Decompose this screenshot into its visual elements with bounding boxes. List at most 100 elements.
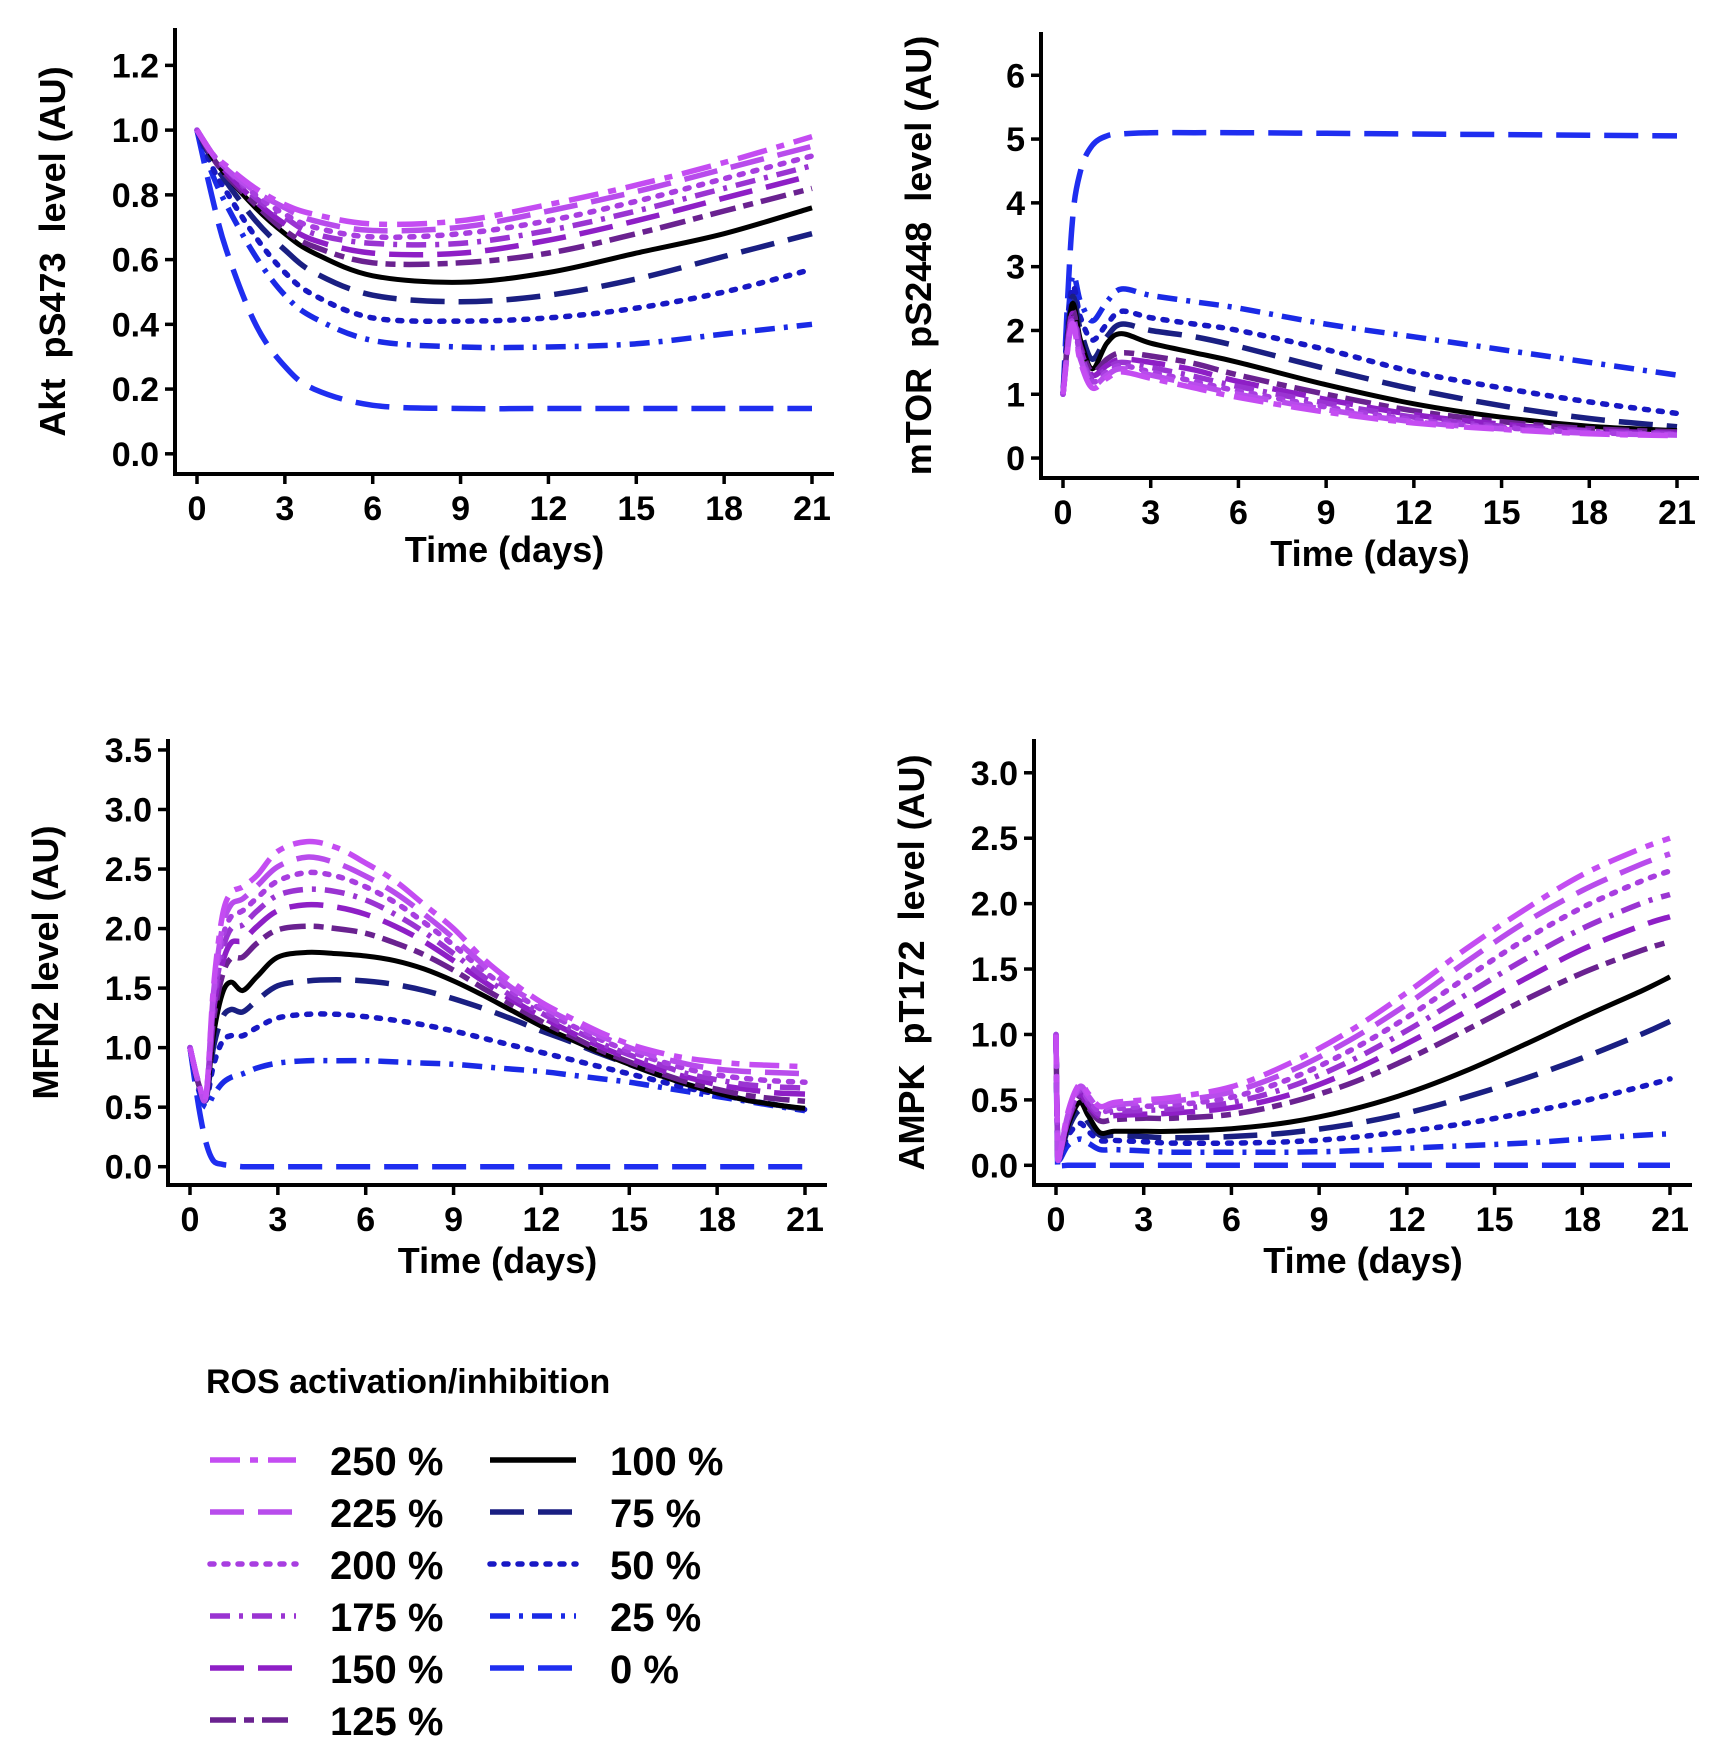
x-tick-label: 0 — [181, 1201, 200, 1239]
series-line-50pct — [187, 1011, 808, 1113]
series-group — [1053, 835, 1673, 1173]
x-tick-label: 6 — [363, 490, 382, 528]
series-line-125pct — [187, 923, 806, 1104]
y-tick-label: 1.0 — [105, 1030, 152, 1068]
legend-title: ROS activation/inhibition — [206, 1363, 610, 1401]
series-line-225pct — [194, 128, 813, 234]
y-tick-label: 3.0 — [971, 755, 1018, 793]
panel-akt: 0.0 0.2 0.4 0.6 0.8 1.0 1.2 0 3 6 9 12 15 18 21 Time (d… — [32, 28, 834, 570]
y-axis-title: Akt pS473 level (AU) — [32, 66, 73, 436]
y-tick-label: 2.5 — [105, 851, 152, 889]
series-group — [1060, 129, 1680, 439]
x-axis-title: Time (days) — [1263, 1240, 1462, 1281]
x-tick-label: 9 — [1317, 494, 1336, 532]
series-line-150pct — [187, 901, 806, 1104]
series-line-250pct — [187, 838, 806, 1104]
x-tick-label: 21 — [793, 490, 831, 528]
x-tick-label: 15 — [1483, 494, 1521, 532]
y-tick-label: 2.0 — [105, 911, 152, 949]
x-tick-label: 3 — [1141, 494, 1160, 532]
y-tick-label: 0.0 — [105, 1149, 152, 1187]
series-line-0pct — [194, 129, 812, 412]
panel-ampk: 0.0 0.5 1.0 1.5 2.0 2.5 3.0 0 3 6 9 12 15 18 21 Time (d… — [891, 739, 1692, 1281]
panel-mfn2: 0.0 0.5 1.0 1.5 2.0 2.5 3.0 3.5 0 3 6 9 12 15 18 21 Time… — [25, 732, 827, 1281]
x-tick-label: 6 — [356, 1201, 375, 1239]
series-line-100pct — [187, 949, 806, 1111]
x-axis-title: Time (days) — [398, 1240, 597, 1281]
series-line-225pct — [1053, 851, 1671, 1164]
x-tick-label: 15 — [1476, 1201, 1514, 1239]
x-tick-label: 21 — [1658, 494, 1696, 532]
series-line-75pct — [194, 128, 813, 305]
legend-label: 250 % — [330, 1440, 443, 1484]
y-tick-label: 0.6 — [112, 242, 159, 280]
x-tick-label: 21 — [786, 1201, 824, 1239]
y-tick-label: 0.5 — [105, 1089, 152, 1127]
legend: ROS activation/inhibition 250 % 225 % 200 … — [206, 1363, 723, 1744]
x-tick-label: 12 — [1388, 1201, 1426, 1239]
y-tick-label: 3 — [1006, 249, 1025, 287]
series-line-200pct — [187, 869, 808, 1104]
y-tick-label: 1.0 — [971, 1016, 1018, 1054]
x-tick-label: 18 — [705, 490, 743, 528]
series-line-125pct — [1053, 938, 1671, 1163]
x-axis-title: Time (days) — [1270, 533, 1469, 574]
x-tick-label: 6 — [1222, 1201, 1241, 1239]
series-line-225pct — [187, 854, 806, 1104]
y-tick-label: 5 — [1006, 121, 1025, 159]
legend-entries: 250 % 225 % 200 % 175 % 150 % 125 % 100 % 75 % 5… — [207, 1440, 723, 1744]
series-group — [194, 127, 815, 412]
series-line-150pct — [1053, 914, 1671, 1163]
x-tick-label: 12 — [1395, 494, 1433, 532]
legend-label: 75 % — [610, 1492, 701, 1536]
series-line-200pct — [194, 127, 815, 240]
x-tick-label: 0 — [1054, 494, 1073, 532]
x-tick-label: 3 — [1134, 1201, 1153, 1239]
x-tick-label: 12 — [530, 490, 568, 528]
y-tick-label: 1 — [1006, 376, 1025, 414]
series-line-250pct — [1060, 321, 1678, 439]
x-tick-label: 21 — [1651, 1201, 1689, 1239]
y-tick-label: 4 — [1006, 185, 1025, 223]
y-axis-title: mTOR pS2448 level (AU) — [898, 36, 939, 476]
y-tick-label: 1.5 — [105, 970, 152, 1008]
x-tick-label: 18 — [1570, 494, 1608, 532]
legend-label: 175 % — [330, 1596, 443, 1640]
series-line-0pct — [1060, 129, 1678, 395]
series-line-50pct — [1053, 1031, 1673, 1162]
x-axis-title: Time (days) — [405, 529, 604, 570]
x-tick-label: 15 — [610, 1201, 648, 1239]
x-tick-label: 0 — [188, 490, 207, 528]
y-tick-label: 0.2 — [112, 371, 159, 409]
y-tick-label: 0.0 — [112, 436, 159, 474]
x-tick-label: 3 — [275, 490, 294, 528]
x-tick-label: 18 — [698, 1201, 736, 1239]
x-tick-label: 9 — [1310, 1201, 1329, 1239]
legend-label: 150 % — [330, 1648, 443, 1692]
y-tick-label: 0.4 — [112, 306, 159, 344]
legend-label: 50 % — [610, 1544, 701, 1588]
y-tick-label: 6 — [1006, 57, 1025, 95]
y-tick-label: 3.5 — [105, 732, 152, 770]
x-tick-label: 0 — [1047, 1201, 1066, 1239]
y-tick-label: 0.8 — [112, 177, 159, 215]
y-axis-title: MFN2 level (AU) — [25, 825, 66, 1099]
series-line-0pct — [187, 1047, 805, 1170]
x-tick-label: 12 — [523, 1201, 561, 1239]
series-line-225pct — [1060, 320, 1678, 438]
legend-label: 100 % — [610, 1440, 723, 1484]
series-line-0pct — [1053, 1034, 1670, 1173]
legend-label: 0 % — [610, 1648, 679, 1692]
legend-label: 225 % — [330, 1492, 443, 1536]
legend-label: 25 % — [610, 1596, 701, 1640]
y-tick-label: 2.0 — [971, 886, 1018, 924]
series-line-50pct — [194, 127, 815, 324]
x-tick-label: 6 — [1229, 494, 1248, 532]
series-group — [187, 838, 808, 1170]
series-line-25pct — [187, 1047, 806, 1114]
x-tick-label: 3 — [268, 1201, 287, 1239]
x-tick-label: 15 — [617, 490, 655, 528]
x-tick-label: 9 — [451, 490, 470, 528]
y-tick-label: 0 — [1006, 440, 1025, 478]
